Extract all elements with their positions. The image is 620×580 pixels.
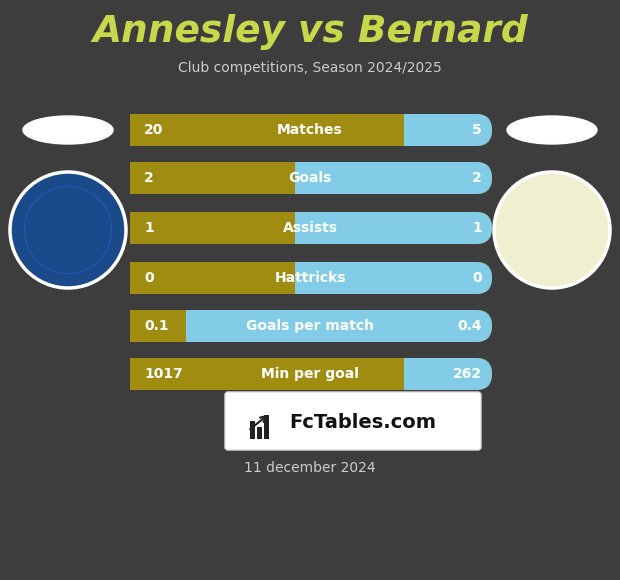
Circle shape (494, 172, 610, 288)
FancyBboxPatch shape (130, 212, 492, 244)
FancyBboxPatch shape (130, 162, 492, 194)
Circle shape (10, 172, 126, 288)
Text: 1: 1 (144, 221, 154, 235)
Text: 262: 262 (453, 367, 482, 381)
FancyBboxPatch shape (130, 212, 492, 244)
Text: 1017: 1017 (144, 367, 183, 381)
Text: Goals: Goals (288, 171, 332, 185)
Text: Matches: Matches (277, 123, 343, 137)
Bar (130, 358, 404, 390)
Text: 2: 2 (144, 171, 154, 185)
FancyBboxPatch shape (130, 262, 492, 294)
Bar (130, 310, 187, 342)
Text: 2: 2 (472, 171, 482, 185)
Text: 11 december 2024: 11 december 2024 (244, 461, 376, 475)
Bar (130, 162, 295, 194)
FancyBboxPatch shape (130, 114, 492, 146)
Bar (250, 421, 255, 439)
Text: Goals per match: Goals per match (246, 319, 374, 333)
Bar (130, 212, 295, 244)
Text: FcTables.com: FcTables.com (290, 412, 436, 432)
FancyBboxPatch shape (130, 310, 492, 342)
Text: 0: 0 (472, 271, 482, 285)
Text: Assists: Assists (283, 221, 337, 235)
FancyBboxPatch shape (130, 358, 492, 390)
Bar (130, 262, 295, 294)
Text: 0.4: 0.4 (458, 319, 482, 333)
Text: 20: 20 (144, 123, 164, 137)
Text: 0.1: 0.1 (144, 319, 169, 333)
Text: 5: 5 (472, 123, 482, 137)
Text: Annesley vs Bernard: Annesley vs Bernard (92, 14, 528, 50)
Text: Min per goal: Min per goal (261, 367, 359, 381)
Text: 0: 0 (144, 271, 154, 285)
Ellipse shape (23, 116, 113, 144)
Ellipse shape (507, 116, 597, 144)
FancyBboxPatch shape (225, 392, 481, 450)
FancyBboxPatch shape (130, 162, 492, 194)
Text: 1: 1 (472, 221, 482, 235)
Text: Club competitions, Season 2024/2025: Club competitions, Season 2024/2025 (178, 61, 442, 75)
FancyBboxPatch shape (130, 262, 492, 294)
Bar (257, 427, 262, 439)
Bar (264, 415, 269, 439)
FancyBboxPatch shape (130, 358, 492, 390)
Bar (130, 114, 404, 146)
FancyBboxPatch shape (130, 310, 492, 342)
Text: Hattricks: Hattricks (274, 271, 346, 285)
FancyBboxPatch shape (130, 114, 492, 146)
